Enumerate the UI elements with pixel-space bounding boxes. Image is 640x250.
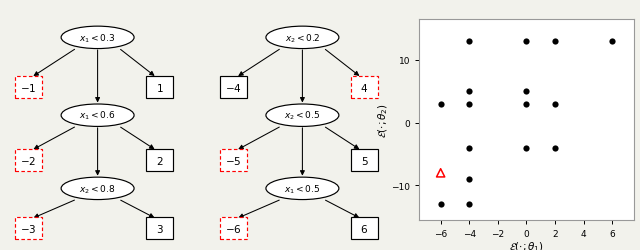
- Text: $x_2 < 0.8$: $x_2 < 0.8$: [79, 182, 116, 195]
- Point: [522, 40, 532, 44]
- Point: [522, 146, 532, 150]
- Text: $5$: $5$: [360, 154, 368, 166]
- FancyBboxPatch shape: [351, 76, 378, 98]
- Point: [436, 171, 446, 175]
- Ellipse shape: [61, 178, 134, 200]
- Text: $-4$: $-4$: [225, 82, 241, 94]
- Point: [436, 202, 446, 206]
- Point: [464, 202, 474, 206]
- FancyBboxPatch shape: [146, 150, 173, 171]
- Text: $2$: $2$: [156, 154, 163, 166]
- Text: $1$: $1$: [156, 82, 163, 94]
- FancyBboxPatch shape: [15, 218, 42, 240]
- Text: $x_2 < 0.2$: $x_2 < 0.2$: [285, 32, 320, 44]
- Text: $-2$: $-2$: [20, 154, 36, 166]
- FancyBboxPatch shape: [15, 76, 42, 98]
- FancyBboxPatch shape: [220, 218, 246, 240]
- FancyBboxPatch shape: [146, 218, 173, 240]
- Text: $-1$: $-1$: [20, 82, 36, 94]
- FancyBboxPatch shape: [351, 150, 378, 171]
- Text: $3$: $3$: [156, 222, 163, 234]
- Point: [464, 90, 474, 94]
- Ellipse shape: [266, 104, 339, 127]
- Text: $x_1 < 0.5$: $x_1 < 0.5$: [284, 182, 321, 195]
- FancyBboxPatch shape: [220, 76, 246, 98]
- Text: $-6$: $-6$: [225, 222, 241, 234]
- Point: [436, 102, 446, 106]
- Text: $6$: $6$: [360, 222, 369, 234]
- Point: [550, 40, 560, 44]
- Ellipse shape: [266, 178, 339, 200]
- Point: [550, 146, 560, 150]
- Y-axis label: $\mathcal{E}(\cdot;\theta_2)$: $\mathcal{E}(\cdot;\theta_2)$: [376, 102, 390, 138]
- Point: [464, 146, 474, 150]
- Point: [464, 178, 474, 182]
- FancyBboxPatch shape: [220, 150, 246, 171]
- Ellipse shape: [61, 104, 134, 127]
- FancyBboxPatch shape: [351, 218, 378, 240]
- Point: [464, 40, 474, 44]
- Ellipse shape: [61, 27, 134, 49]
- Text: $-3$: $-3$: [20, 222, 36, 234]
- Text: $x_1 < 0.6$: $x_1 < 0.6$: [79, 110, 116, 122]
- Point: [522, 102, 532, 106]
- Text: $4$: $4$: [360, 82, 369, 94]
- FancyBboxPatch shape: [146, 76, 173, 98]
- Text: $x_2 < 0.5$: $x_2 < 0.5$: [284, 110, 321, 122]
- Text: $x_1 < 0.3$: $x_1 < 0.3$: [79, 32, 116, 44]
- Point: [522, 90, 532, 94]
- Point: [550, 102, 560, 106]
- Text: $-5$: $-5$: [225, 154, 241, 166]
- Point: [464, 102, 474, 106]
- X-axis label: $\mathcal{E}(\cdot;\theta_1)$: $\mathcal{E}(\cdot;\theta_1)$: [509, 239, 544, 250]
- FancyBboxPatch shape: [15, 150, 42, 171]
- Ellipse shape: [266, 27, 339, 49]
- Point: [607, 40, 618, 44]
